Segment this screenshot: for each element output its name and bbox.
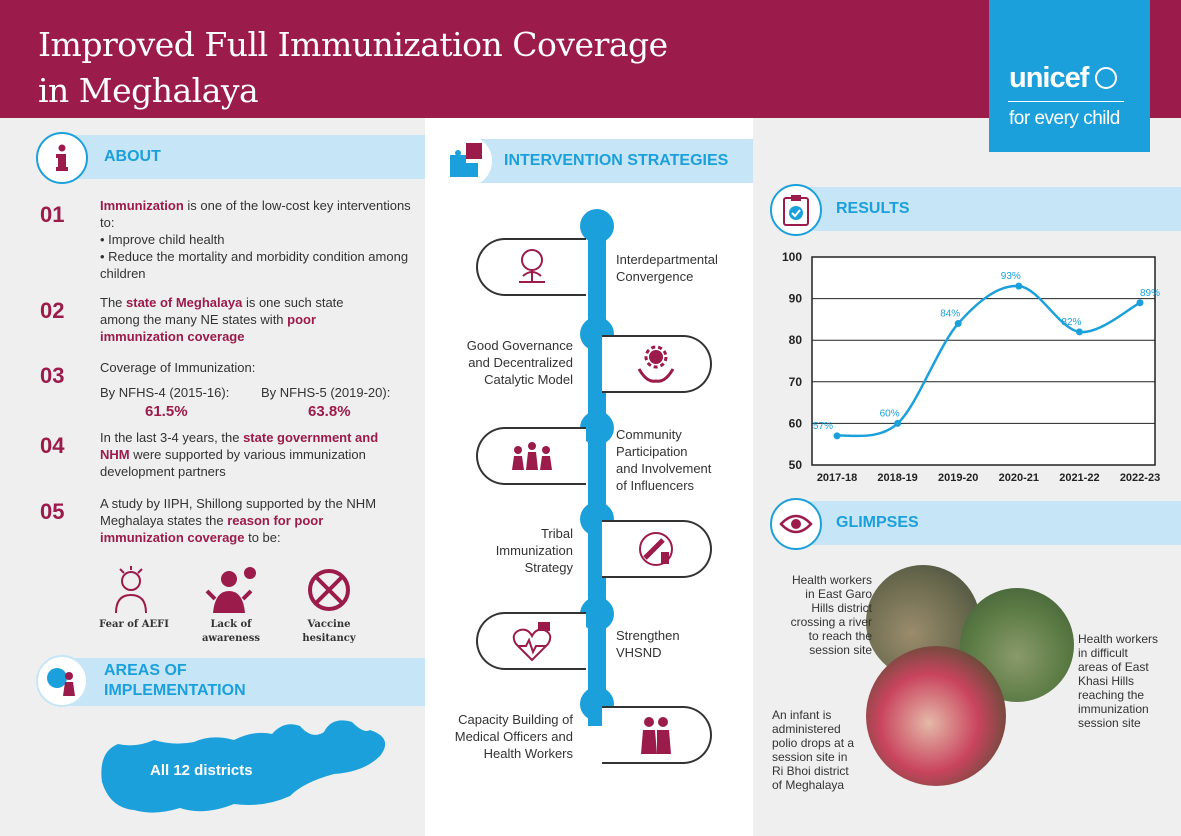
about-item-1: Immunization is one of the low-cost key … [100,198,411,281]
data-point [894,419,902,427]
no-vaccine-icon [306,567,352,618]
data-point [1075,328,1083,336]
health-services-icon [512,622,552,662]
y-tick-label: 90 [789,292,803,306]
item-number: 04 [40,433,65,458]
strategy-icon-pill [476,427,586,485]
unicef-logo: unicef [1009,62,1118,95]
y-tick-label: 100 [782,250,802,264]
caption-hill-walk: Health workers in difficult areas of East K… [1078,632,1159,730]
y-tick-label: 50 [789,458,803,472]
about-item-4: In the last 3-4 years, the state governm… [100,430,379,479]
strategy-icon-pill [602,335,712,393]
photo-polio-drops [866,646,1006,786]
nfhs4-label: By NFHS-4 (2015-16): [100,385,230,400]
strategies-heading-bar: INTERVENTION STRATEGIES [470,139,753,183]
clipboard-check-icon [770,184,822,236]
logo-divider [1008,101,1124,102]
strategy-label-6: Capacity Building of Medical Officers and… [454,712,573,761]
unicef-tagline: for every child [1009,108,1120,129]
eye-icon [770,498,822,550]
reason-label-fear: Fear of AEFI [99,619,169,630]
strategy-label-2: Good Governance and Decentralized Catalyti… [466,338,573,387]
reason-label-hesitancy: Vaccine hesitancy [302,619,356,644]
data-label: 84% [940,309,960,320]
data-label: 93% [1001,271,1021,282]
map-label: All 12 districts [150,762,253,779]
data-label: 57% [813,421,833,432]
x-tick-label: 2017-18 [817,472,857,484]
reason-label-awareness: Lack of awareness [201,619,261,644]
syringe-vial-icon [639,532,673,566]
about-item-2: The state of Meghalaya is one such state… [100,295,344,344]
results-heading-bar: RESULTS [800,187,1181,231]
areas-heading-bar: AREAS OF IMPLEMENTATION [70,658,425,706]
data-label: 82% [1061,317,1081,328]
strategy-timeline [588,236,606,726]
location-person-icon [36,655,88,707]
x-tick-label: 2021-22 [1059,472,1099,484]
about-heading-bar: ABOUT [70,135,425,179]
unicef-logo-box: unicef for every child [989,0,1150,152]
nfhs5-label: By NFHS-5 (2019-20): [261,385,391,400]
strategy-icon-pill [602,520,712,578]
timeline-dot [580,209,614,243]
strategy-icon-pill [476,238,586,296]
x-tick-label: 2020-21 [999,472,1039,484]
info-icon [36,132,88,184]
about-item-5: A study by IIPH, Shillong supported by t… [100,496,377,545]
nfhs5-value: 63.8% [308,403,351,420]
strategy-icon-pill [602,706,712,764]
health-workers-icon [641,717,671,754]
data-point [1015,282,1023,290]
page-title: Improved Full Immunization Coverage in M… [38,25,668,110]
confused-person-icon [205,565,261,620]
data-point [833,432,841,440]
y-tick-label: 80 [789,333,803,347]
strategy-label-3: Community Participation and Involvement of … [616,427,712,493]
data-point [1136,299,1144,307]
strategy-icon-pill [476,612,586,670]
strategy-label-1: Interdepartmental Convergence [616,252,718,284]
worried-person-icon [108,565,154,620]
item-number: 01 [40,202,65,227]
data-point [954,320,962,328]
caption-polio-drops: An infant is administered polio drops at a… [772,708,855,792]
item-number: 03 [40,363,65,388]
about-heading: ABOUT [104,148,161,165]
x-tick-label: 2022-23 [1120,472,1160,484]
item-number: 02 [40,298,65,323]
strategy-label-5: Strengthen VHSND [616,628,680,660]
data-label: 60% [880,408,900,419]
globe-icon [1095,67,1118,89]
x-tick-label: 2019-20 [938,472,978,484]
handshake-tree-icon [519,249,545,283]
coverage-line-chart: 50 60 70 80 90 100 2017-18 2018-19 2019-20 2020-2… [782,250,1160,484]
gear-hands-icon [637,345,675,383]
header-banner: Improved Full Immunization Coverage in M… [0,0,1181,118]
x-tick-label: 2018-19 [877,472,917,484]
item-number: 05 [40,499,65,524]
meghalaya-map: All 12 districts [94,712,414,827]
strategy-label-4: Tribal Immunization Strategy [495,526,573,575]
about-item-3: Coverage of Immunization: [100,360,256,375]
plot-area [811,256,1156,466]
y-tick-label: 70 [789,375,803,389]
caption-river-crossing: Health workers in East Garo Hills district… [790,573,872,657]
glimpses-heading-bar: GLIMPSES [800,501,1181,545]
community-icon [512,442,552,470]
puzzle-icon [440,135,492,187]
y-tick-label: 60 [789,416,803,430]
nfhs4-value: 61.5% [145,403,188,420]
data-label: 89% [1140,288,1160,299]
